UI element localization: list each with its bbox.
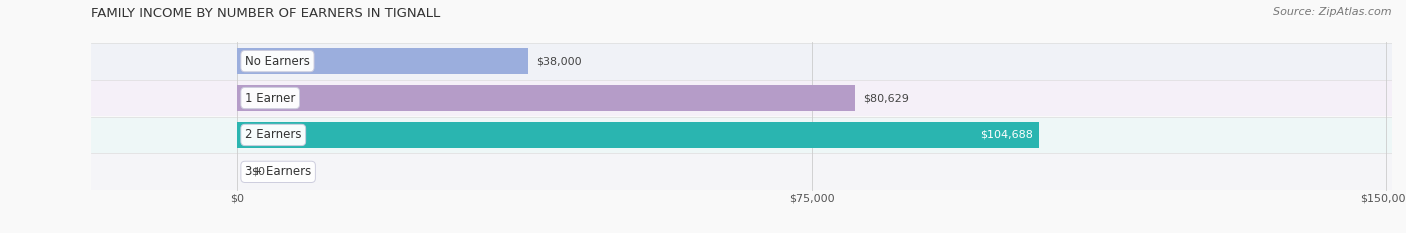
Text: $104,688: $104,688: [980, 130, 1033, 140]
Text: $80,629: $80,629: [863, 93, 908, 103]
Bar: [238, 85, 855, 111]
Text: $0: $0: [250, 167, 264, 177]
Bar: [91, 154, 1392, 190]
Text: FAMILY INCOME BY NUMBER OF EARNERS IN TIGNALL: FAMILY INCOME BY NUMBER OF EARNERS IN TI…: [91, 7, 440, 20]
Text: 1 Earner: 1 Earner: [245, 92, 295, 105]
Text: 2 Earners: 2 Earners: [245, 128, 301, 141]
Text: $38,000: $38,000: [536, 56, 582, 66]
Text: No Earners: No Earners: [245, 55, 309, 68]
Bar: [91, 80, 1392, 116]
Bar: [91, 116, 1392, 153]
Text: Source: ZipAtlas.com: Source: ZipAtlas.com: [1274, 7, 1392, 17]
Bar: [238, 48, 529, 74]
Bar: [238, 122, 1039, 148]
Bar: [91, 43, 1392, 79]
Text: 3+ Earners: 3+ Earners: [245, 165, 311, 178]
